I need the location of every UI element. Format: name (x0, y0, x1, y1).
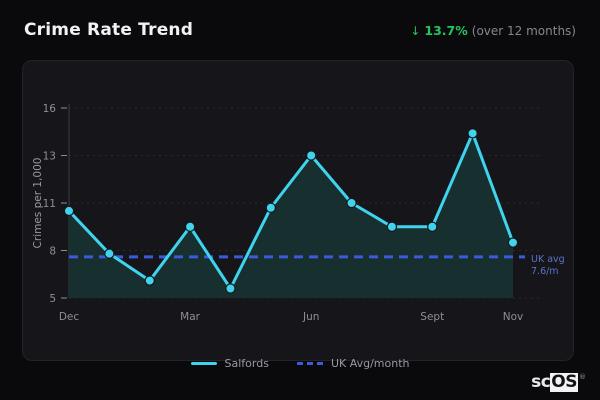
x-tick-label: Nov (503, 311, 524, 323)
chart-header: Crime Rate Trend ↓ 13.7% (over 12 months… (0, 0, 600, 60)
arrow-down-icon: ↓ (410, 23, 421, 38)
y-tick-label: 16 (43, 103, 57, 115)
legend-label-series: Salfords (224, 356, 269, 370)
chart-legend: Salfords UK Avg/month (0, 352, 600, 374)
trend-delta-badge: ↓ 13.7% (over 12 months) (410, 23, 576, 38)
legend-label-average: UK Avg/month (330, 356, 410, 370)
page-title: Crime Rate Trend (24, 20, 194, 40)
legend-swatch-solid-icon (190, 361, 217, 365)
average-annotation-line1: UK avg (531, 254, 565, 265)
logo-text-sc: sc (531, 372, 551, 392)
data-point[interactable] (184, 221, 196, 232)
brand-logo: sc OS ® (531, 373, 586, 392)
registered-mark-icon: ® (579, 373, 586, 381)
plot-area: 5 8 11 13 16 Crimes per 1,000 Dec Mar Jun Sept Nov… (23, 61, 573, 360)
x-tick-label: Mar (180, 311, 200, 323)
data-point[interactable] (305, 150, 317, 161)
y-axis-title: Crimes per 1,000 (32, 158, 44, 249)
chart-card: 5 8 11 13 16 Crimes per 1,000 Dec Mar Jun Sept Nov… (22, 60, 574, 361)
average-annotation-line2: 7.6/m (531, 266, 559, 277)
data-point[interactable] (467, 128, 478, 139)
x-tick-label: Jun (302, 311, 319, 323)
delta-percent: 13.7% (424, 22, 468, 38)
data-point[interactable] (63, 205, 75, 217)
logo-text-os: OS (550, 372, 578, 392)
line-chart: 5 8 11 13 16 Crimes per 1,000 Dec Mar Jun Sept Nov… (32, 103, 565, 323)
y-tick-label: 13 (43, 151, 56, 163)
data-point[interactable] (144, 275, 155, 286)
legend-swatch-dashed-icon (296, 361, 323, 365)
legend-item-average[interactable]: UK Avg/month (296, 356, 410, 370)
x-tick-label: Sept (420, 311, 444, 323)
data-point[interactable] (386, 221, 398, 232)
y-tick-label: 8 (49, 246, 56, 258)
data-point[interactable] (507, 237, 519, 248)
legend-item-series[interactable]: Salfords (190, 356, 269, 370)
data-point[interactable] (225, 283, 236, 294)
y-tick-label: 11 (43, 198, 56, 210)
data-point[interactable] (427, 221, 438, 232)
y-tick-label: 5 (49, 293, 56, 305)
data-point[interactable] (104, 248, 115, 259)
series-line (67, 131, 515, 290)
data-point[interactable] (265, 202, 277, 213)
delta-period-note: (over 12 months) (471, 23, 576, 38)
series-area-fill (69, 133, 513, 298)
x-tick-label: Dec (59, 311, 80, 323)
data-point[interactable] (346, 197, 357, 209)
